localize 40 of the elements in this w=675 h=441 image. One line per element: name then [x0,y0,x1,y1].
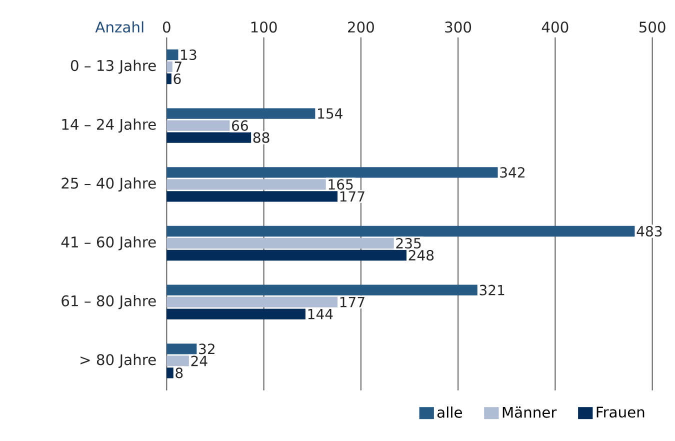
y-tick-label: 14 – 24 Jahre [62,118,156,133]
data-label: 154 [318,108,342,119]
data-label: 13 [181,49,196,60]
bar [166,284,478,296]
x-axis-title: Anzahl [95,21,144,33]
x-tick-label: 500 [639,22,666,33]
data-label: 248 [408,250,434,261]
x-tick-label: 300 [445,22,472,33]
data-label: 144 [308,308,333,320]
data-label: 165 [328,179,353,190]
bar [166,308,307,320]
legend-label: alle [437,406,462,418]
bar [166,344,198,354]
y-tick-label: 61 – 80 Jahre [62,295,156,310]
data-label: 342 [500,167,524,178]
y-tick-label: > 80 Jahre [80,354,156,368]
data-label: 177 [340,191,364,202]
bar [166,108,316,119]
bar [166,250,408,261]
data-label: 8 [176,368,183,378]
data-label: 32 [199,344,214,354]
data-label: 88 [253,132,270,143]
x-tick-label: 400 [542,22,568,33]
data-label: 24 [191,356,208,366]
y-tick-label: 41 – 60 Jahre [61,236,156,250]
bar [166,167,499,178]
x-tick-label: 200 [348,22,374,33]
data-label: 483 [636,226,662,237]
data-label: 177 [340,296,364,308]
y-tick-label: 0 – 13 Jahre [70,60,156,74]
x-tick-label: 0 [162,22,170,33]
data-label: 66 [232,120,248,131]
y-tick-label: 25 – 40 Jahre [62,177,156,192]
data-label: 235 [396,238,421,249]
data-label: 6 [174,73,181,84]
data-label: 7 [174,62,182,72]
legend-label: Frauen [596,406,644,418]
data-label: 321 [480,284,504,296]
legend-label: Männer [502,406,557,418]
x-tick-label: 100 [251,22,277,33]
